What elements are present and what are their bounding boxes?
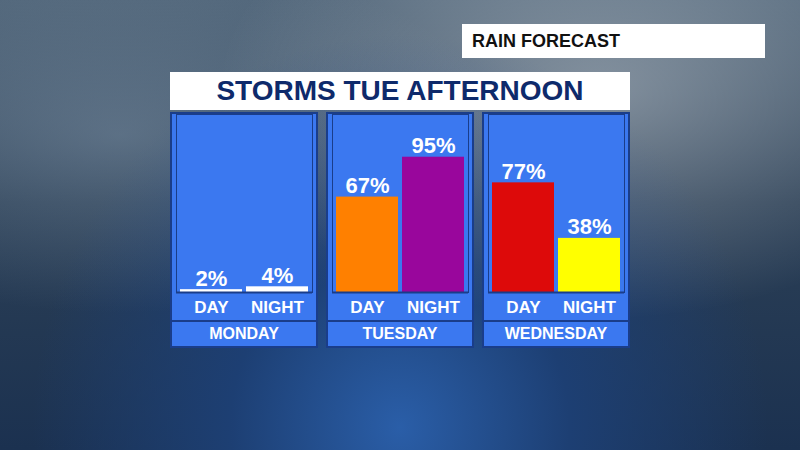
html-text:MONDAY: MONDAY <box>209 325 279 342</box>
html-text:WEDNESDAY: WEDNESDAY <box>504 325 608 342</box>
svg-text:NIGHT: NIGHT <box>563 298 617 317</box>
svg-text:DAY: DAY <box>506 298 541 317</box>
svg-text:2%: 2% <box>196 266 228 291</box>
svg-text:DAY: DAY <box>194 298 229 317</box>
svg-text:NIGHT: NIGHT <box>251 298 305 317</box>
svg-text:NIGHT: NIGHT <box>407 298 461 317</box>
svg-text:38%: 38% <box>567 214 611 239</box>
svg-text:77%: 77% <box>501 159 545 184</box>
svg-text:95%: 95% <box>411 133 455 158</box>
svg-text:67%: 67% <box>345 173 389 198</box>
svg-text:DAY: DAY <box>350 298 385 317</box>
svg-text:4%: 4% <box>262 263 294 288</box>
html-text:STORMS TUE AFTERNOON: STORMS TUE AFTERNOON <box>216 75 584 106</box>
html-text:RAIN FORECAST: RAIN FORECAST <box>472 31 620 51</box>
html-text:TUESDAY: TUESDAY <box>362 325 438 342</box>
